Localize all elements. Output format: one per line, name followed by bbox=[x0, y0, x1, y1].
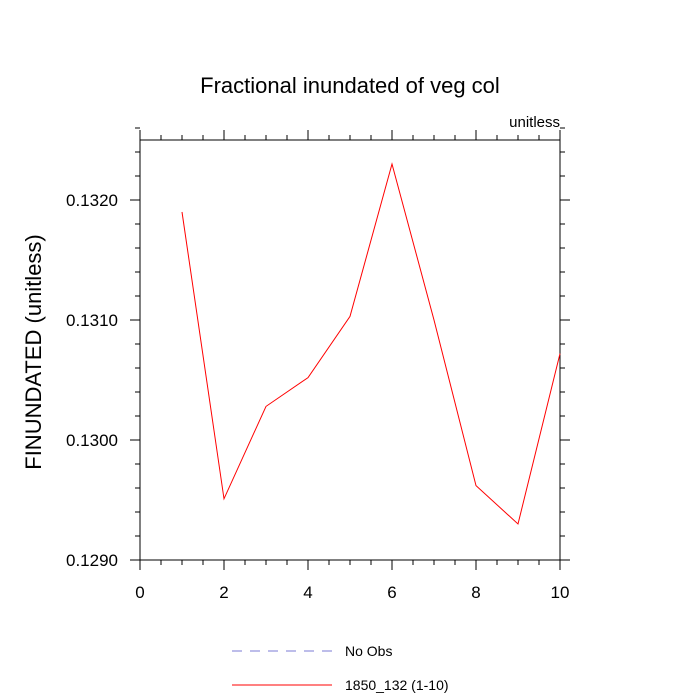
x-tick-label: 0 bbox=[135, 583, 144, 602]
x-axis-ticks: 0 2 4 6 8 10 bbox=[135, 130, 569, 602]
series-line bbox=[181, 162, 561, 525]
legend-label-1850-132: 1850_132 (1-10) bbox=[345, 677, 449, 693]
y-axis-ticks: 0.1290 0.1300 0.1310 0.1320 bbox=[66, 127, 570, 570]
legend: No Obs 1850_132 (1-10) bbox=[232, 643, 449, 693]
units-label: unitless bbox=[509, 114, 560, 131]
x-tick-label: 10 bbox=[551, 583, 570, 602]
series-layer bbox=[181, 162, 561, 525]
y-tick-label: 0.1320 bbox=[66, 191, 118, 210]
x-tick-label: 6 bbox=[387, 583, 396, 602]
y-axis-label: FINUNDATED (unitless) bbox=[21, 234, 46, 470]
y-tick-label: 0.1310 bbox=[66, 311, 118, 330]
x-tick-label: 4 bbox=[303, 583, 312, 602]
plot-frame bbox=[139, 139, 561, 561]
y-tick-label: 0.1300 bbox=[66, 431, 118, 450]
y-tick-label: 0.1290 bbox=[66, 551, 118, 570]
x-tick-label: 8 bbox=[471, 583, 480, 602]
x-tick-label: 2 bbox=[219, 583, 228, 602]
legend-label-no-obs: No Obs bbox=[345, 643, 392, 659]
chart-title: Fractional inundated of veg col bbox=[200, 73, 500, 98]
